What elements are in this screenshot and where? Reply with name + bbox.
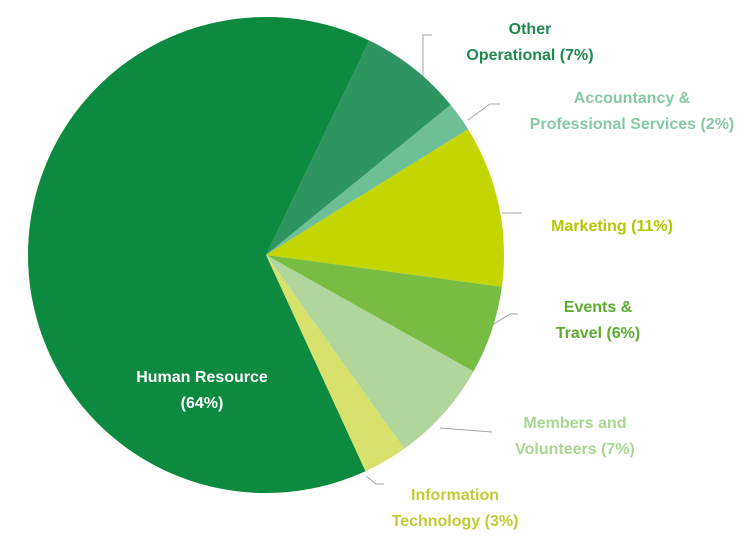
slice-label: Other Operational (7%) xyxy=(466,21,593,64)
leader-line xyxy=(422,34,432,78)
slice-label-line: Information xyxy=(411,487,499,504)
slice-label-line: Other xyxy=(509,21,552,38)
slice-label: Members and Volunteers (7%) xyxy=(515,415,635,458)
slice-label-line: Marketing (11%) xyxy=(551,218,673,235)
slice-label-line: (64%) xyxy=(181,395,224,412)
pie-slice xyxy=(266,255,474,449)
pie-slice xyxy=(266,255,405,472)
leader-line xyxy=(439,427,493,433)
slice-label-line: Volunteers (7%) xyxy=(515,441,635,458)
slice-label: Marketing (11%) xyxy=(551,218,673,235)
slice-label-line: Professional Services (2%) xyxy=(530,116,735,133)
slice-label-line: Accountancy & xyxy=(574,90,691,107)
slice-label: Accountancy & Professional Services (2%) xyxy=(530,90,735,133)
pie-slice xyxy=(266,104,469,255)
slice-label: Events & Travel (6%) xyxy=(556,299,640,342)
slice-label: Human Resource (64%) xyxy=(136,369,268,412)
slice-label: Information Technology (3%) xyxy=(392,487,519,530)
slice-label-line: Operational (7%) xyxy=(466,47,593,64)
pie-slice xyxy=(28,16,370,493)
slice-label-line: Human Resource xyxy=(136,369,268,386)
slice-label-line: Events & xyxy=(564,299,633,316)
pie-slice xyxy=(266,40,451,255)
slice-label-line: Technology (3%) xyxy=(392,513,519,530)
slice-label-line: Members and xyxy=(523,415,626,432)
pie-slice xyxy=(266,255,502,372)
leader-line xyxy=(365,475,384,485)
slice-label-line: Travel (6%) xyxy=(556,325,640,342)
pie-slice xyxy=(266,129,505,287)
leader-line xyxy=(467,103,500,121)
